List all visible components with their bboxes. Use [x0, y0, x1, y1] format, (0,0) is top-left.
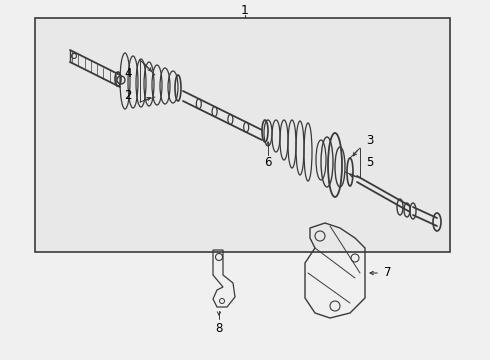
- Text: 8: 8: [215, 321, 222, 334]
- Text: 7: 7: [384, 266, 392, 279]
- Text: 5: 5: [367, 156, 374, 168]
- Text: 2: 2: [124, 89, 132, 102]
- Text: 1: 1: [241, 4, 249, 17]
- Text: 6: 6: [264, 156, 272, 168]
- Bar: [35, 18, 450, 252]
- Text: 4: 4: [124, 67, 132, 80]
- Text: 3: 3: [367, 134, 374, 147]
